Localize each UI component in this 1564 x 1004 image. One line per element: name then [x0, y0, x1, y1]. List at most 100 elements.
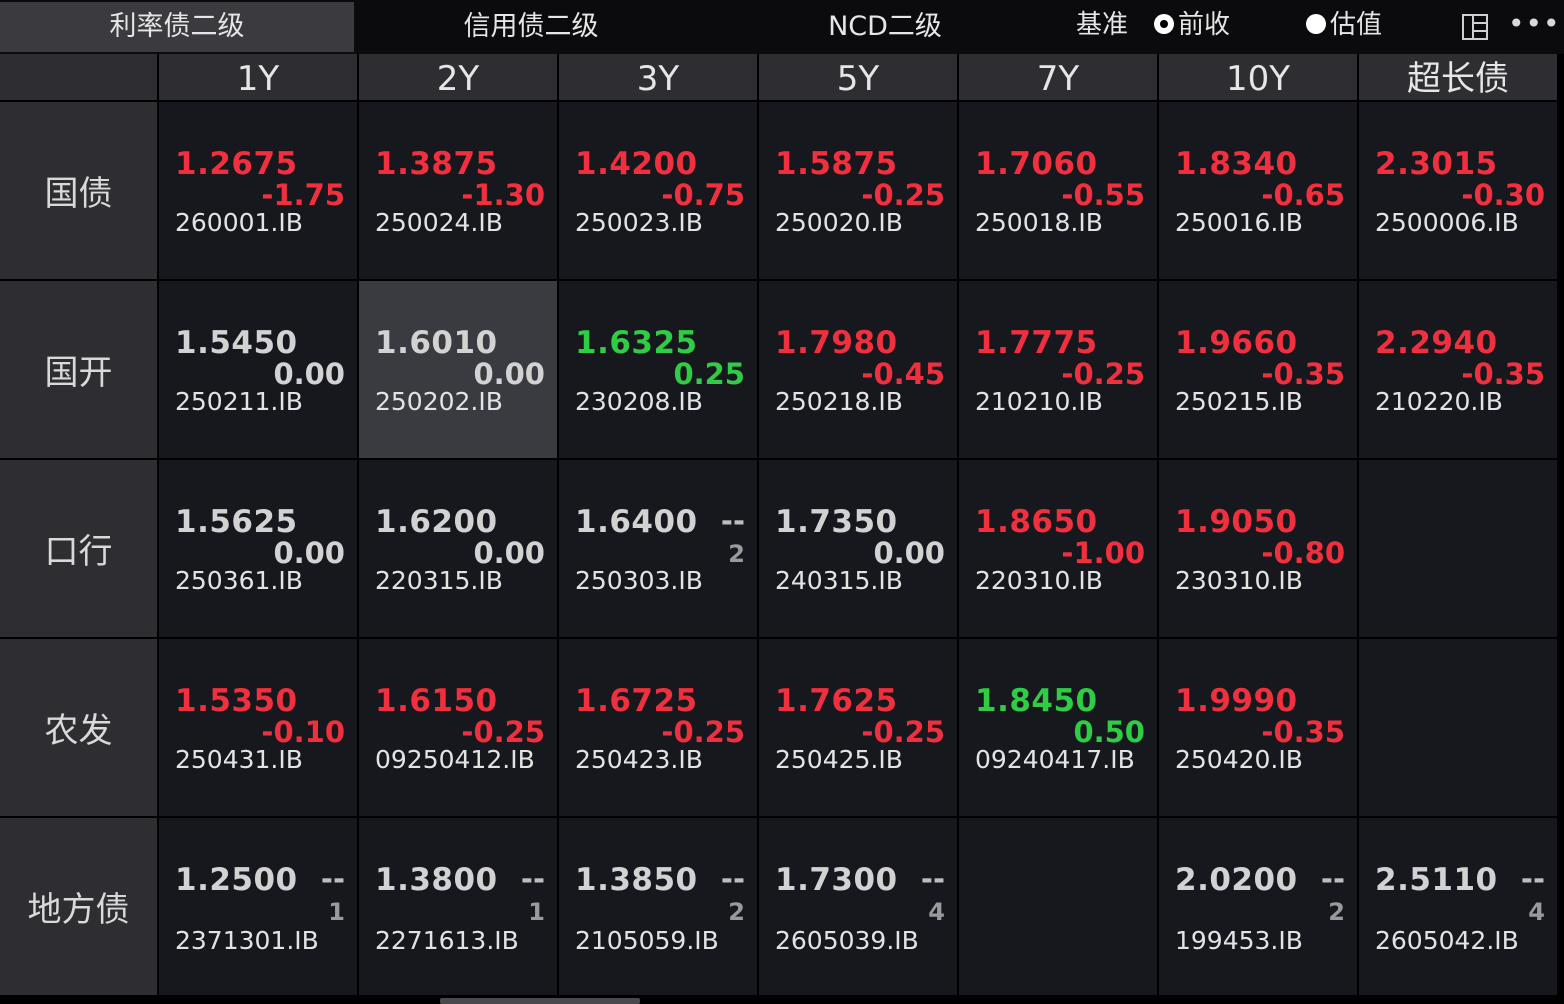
change-value: -- [920, 862, 945, 896]
yield-cell[interactable]: 1.5875 -0.25 250020.IB [759, 102, 957, 279]
column-header[interactable]: 1Y [159, 54, 357, 100]
yield-cell[interactable]: 1.7060 -0.55 250018.IB [959, 102, 1157, 279]
yield-cell[interactable]: 1.3800 -- 1 2271613.IB [359, 818, 557, 995]
yield-cell[interactable]: 2.2940 -0.35 210220.IB [1359, 281, 1557, 458]
yield-value: 1.7625 [775, 683, 898, 719]
column-header[interactable]: 5Y [759, 54, 957, 100]
yield-cell[interactable]: 1.9050 -0.80 230310.IB [1159, 460, 1357, 637]
bond-code: 250018.IB [975, 208, 1103, 237]
yield-value: 2.5110 [1375, 862, 1498, 898]
horizontal-scrollbar[interactable] [440, 998, 640, 1004]
change-value: 0.00 [473, 536, 545, 570]
bond-code: 210210.IB [975, 387, 1103, 416]
yield-cell[interactable]: 1.2675 -1.75 260001.IB [159, 102, 357, 279]
column-header[interactable]: 3Y [559, 54, 757, 100]
yield-value: 2.3015 [1375, 146, 1498, 182]
quote-count: 4 [1528, 898, 1545, 926]
yield-cell[interactable]: 1.6725 -0.25 250423.IB [559, 639, 757, 816]
radio-label-valuation: 估值 [1330, 10, 1383, 40]
change-value: -0.35 [1261, 357, 1345, 391]
bond-code: 2271613.IB [375, 926, 519, 955]
tab-ncd[interactable]: NCD二级 [828, 11, 942, 42]
bond-code: 2605042.IB [1375, 926, 1519, 955]
yield-cell[interactable]: 1.8340 -0.65 250016.IB [1159, 102, 1357, 279]
yield-value: 1.3800 [375, 862, 498, 898]
yield-cell[interactable]: 1.3850 -- 2 2105059.IB [559, 818, 757, 995]
yield-cell[interactable]: 1.7350 0.00 240315.IB [759, 460, 957, 637]
column-header[interactable]: 超长债 [1359, 54, 1557, 100]
bond-code: 230310.IB [1175, 566, 1303, 595]
bond-code: 09250412.IB [375, 745, 535, 774]
change-value: 0.00 [873, 536, 945, 570]
yield-cell[interactable]: 1.4200 -0.75 250023.IB [559, 102, 757, 279]
bond-code: 220310.IB [975, 566, 1103, 595]
bond-code: 240315.IB [775, 566, 903, 595]
yield-cell[interactable]: 2.3015 -0.30 2500006.IB [1359, 102, 1557, 279]
yield-cell[interactable]: 1.3875 -1.30 250024.IB [359, 102, 557, 279]
bond-code: 250020.IB [775, 208, 903, 237]
change-value: -0.25 [661, 715, 745, 749]
yield-cell[interactable]: 1.7775 -0.25 210210.IB [959, 281, 1157, 458]
quote-count: 2 [1328, 898, 1345, 926]
column-header[interactable]: 2Y [359, 54, 557, 100]
yield-cell[interactable]: 2.0200 -- 2 199453.IB [1159, 818, 1357, 995]
change-value: -0.80 [1261, 536, 1345, 570]
row-header: 国债 [0, 102, 157, 279]
yield-value: 2.2940 [1375, 325, 1498, 361]
yield-cell[interactable]: 1.6325 0.25 230208.IB [559, 281, 757, 458]
yield-cell[interactable]: 1.7980 -0.45 250218.IB [759, 281, 957, 458]
yield-cell[interactable]: 1.7300 -- 4 2605039.IB [759, 818, 957, 995]
yield-cell[interactable]: 1.8650 -1.00 220310.IB [959, 460, 1157, 637]
yield-value: 1.7350 [775, 504, 898, 540]
tab-rate-bond[interactable]: 利率债二级 [0, 2, 354, 52]
change-value: -- [720, 504, 745, 538]
bond-code: 250425.IB [775, 745, 903, 774]
tab-credit-bond[interactable]: 信用债二级 [463, 11, 599, 42]
radio-valuation[interactable]: 估值 [1306, 2, 1382, 48]
change-value: 0.50 [1073, 715, 1145, 749]
change-value: -0.35 [1261, 715, 1345, 749]
bond-code: 250211.IB [175, 387, 303, 416]
yield-value: 1.9660 [1175, 325, 1298, 361]
change-value: 0.00 [473, 357, 545, 391]
quote-count: 2 [728, 898, 745, 926]
change-value: -- [1320, 862, 1345, 896]
column-header[interactable]: 7Y [959, 54, 1157, 100]
yield-cell[interactable]: 1.5350 -0.10 250431.IB [159, 639, 357, 816]
layout-icon[interactable] [1462, 14, 1488, 40]
yield-cell[interactable]: 1.6200 0.00 220315.IB [359, 460, 557, 637]
yield-value: 1.5350 [175, 683, 298, 719]
yield-cell[interactable]: 1.6150 -0.25 09250412.IB [359, 639, 557, 816]
yield-cell[interactable]: 1.2500 -- 1 2371301.IB [159, 818, 357, 995]
more-icon[interactable]: ••• [1508, 7, 1561, 40]
bond-code: 250431.IB [175, 745, 303, 774]
yield-value: 1.8340 [1175, 146, 1298, 182]
yield-cell[interactable]: 1.6010 0.00 250202.IB [359, 281, 557, 458]
radio-prev-close[interactable]: 前收 [1154, 2, 1230, 48]
quote-count: 4 [928, 898, 945, 926]
yield-cell[interactable]: 1.8450 0.50 09240417.IB [959, 639, 1157, 816]
change-value: -- [720, 862, 745, 896]
yield-cell[interactable]: 2.5110 -- 4 2605042.IB [1359, 818, 1557, 995]
yield-value: 1.5450 [175, 325, 298, 361]
yield-cell[interactable]: 1.5625 0.00 250361.IB [159, 460, 357, 637]
change-value: -0.45 [861, 357, 945, 391]
column-header[interactable]: 10Y [1159, 54, 1357, 100]
yield-cell[interactable]: 1.6400 -- 2 250303.IB [559, 460, 757, 637]
yield-value: 1.9990 [1175, 683, 1298, 719]
yield-value: 1.7060 [975, 146, 1098, 182]
change-value: -0.25 [461, 715, 545, 749]
bond-code: 250023.IB [575, 208, 703, 237]
yield-cell[interactable]: 1.9990 -0.35 250420.IB [1159, 639, 1357, 816]
yield-value: 1.3875 [375, 146, 498, 182]
yield-value: 1.6725 [575, 683, 698, 719]
bond-code: 250016.IB [1175, 208, 1303, 237]
yield-cell[interactable]: 1.9660 -0.35 250215.IB [1159, 281, 1357, 458]
change-value: -- [320, 862, 345, 896]
change-value: -- [1520, 862, 1545, 896]
yield-cell[interactable]: 1.7625 -0.25 250425.IB [759, 639, 957, 816]
bond-code: 250361.IB [175, 566, 303, 595]
row-header: 农发 [0, 639, 157, 816]
yield-cell[interactable]: 1.5450 0.00 250211.IB [159, 281, 357, 458]
change-value: 0.25 [673, 357, 745, 391]
